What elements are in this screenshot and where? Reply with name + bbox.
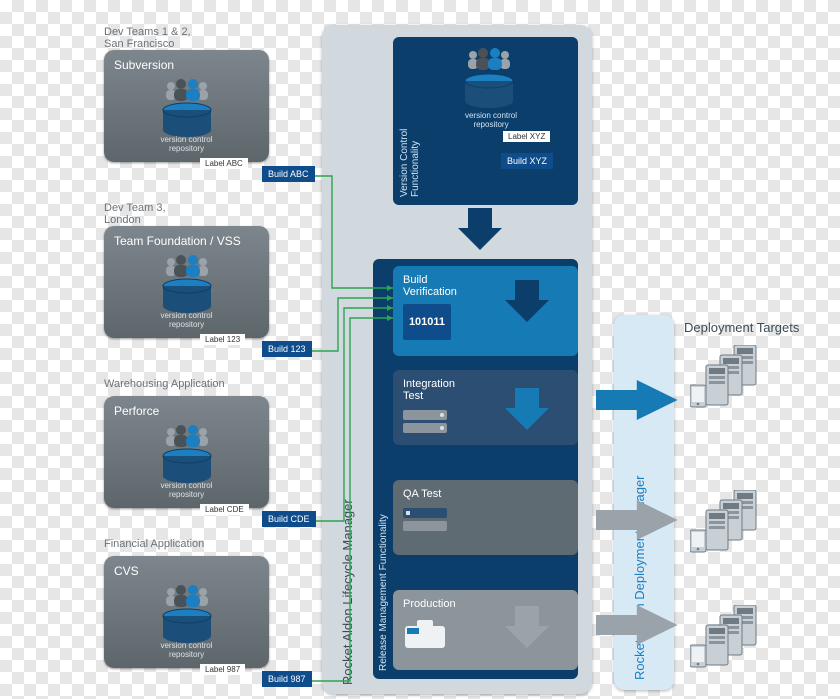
repo-icon: [159, 448, 215, 484]
deploy-targets-title: Deployment Targets: [684, 320, 799, 335]
people-icon: [161, 78, 213, 102]
label-chip: Label ABC: [200, 158, 248, 169]
lifecycle-title: Rocket Aldon Lifecycle Manager: [340, 25, 355, 685]
phase-integration: Integration Test: [393, 370, 578, 445]
team-tool: CVS: [114, 564, 259, 578]
repo-icon: [159, 608, 215, 644]
vc-repo-label: version control repository: [451, 111, 531, 129]
version-control-panel: Version Control Functionality version co…: [393, 37, 578, 205]
team-card: Perforce version controlrepository: [104, 396, 269, 508]
team-tool: Team Foundation / VSS: [114, 234, 259, 248]
vc-build-chip: Build XYZ: [501, 153, 553, 169]
arrow-right-icon: [596, 605, 682, 650]
label-chip: Label 123: [200, 334, 245, 345]
binary-icon: 101011: [403, 304, 451, 340]
arrow-down-icon: [505, 280, 549, 330]
team-card: CVS version controlrepository: [104, 556, 269, 668]
people-icon: [161, 584, 213, 608]
team-card: Team Foundation / VSS version controlrep…: [104, 226, 269, 338]
label-chip: Label 987: [200, 664, 245, 675]
server-cluster: [690, 605, 810, 680]
server-stack-icon: [403, 408, 451, 440]
rm-sidebar-label: Release Management Functionality: [378, 261, 389, 671]
build-chip: Build CDE: [262, 511, 316, 527]
briefcase-icon: [403, 616, 451, 652]
server-cluster: [690, 490, 810, 565]
vc-sidebar-label: Version Control Functionality: [399, 129, 421, 197]
team-card: Subversion version controlrepository: [104, 50, 269, 162]
people-icon: [463, 47, 515, 71]
team-caption: Dev Teams 1 & 2, San Francisco: [104, 26, 191, 50]
team-tool: Perforce: [114, 404, 259, 418]
phase-qa: QA Test: [393, 480, 578, 555]
arrow-down-icon: [458, 208, 502, 258]
team-caption: Warehousing Application: [104, 378, 225, 390]
arrow-down-icon: [505, 388, 549, 438]
team-tool: Subversion: [114, 58, 259, 72]
build-chip: Build 987: [262, 671, 312, 687]
repo-label: version controlrepository: [160, 312, 212, 330]
repo-label: version controlrepository: [160, 136, 212, 154]
arrow-down-icon: [505, 606, 549, 656]
server-cluster: [690, 345, 810, 420]
vc-label-chip: Label XYZ: [503, 131, 550, 142]
phase-production: Production: [393, 590, 578, 670]
repo-label: version controlrepository: [160, 482, 212, 500]
build-chip: Build ABC: [262, 166, 315, 182]
arrow-down-icon: [505, 498, 549, 548]
people-icon: [161, 254, 213, 278]
repo-icon: [159, 278, 215, 314]
team-caption: Dev Team 3, London: [104, 202, 166, 226]
build-chip: Build 123: [262, 341, 312, 357]
arrow-right-icon: [596, 380, 682, 425]
people-icon: [161, 424, 213, 448]
phase-build: Build Verification 101011: [393, 266, 578, 356]
repo-icon: [159, 102, 215, 138]
arrow-right-icon: [596, 500, 682, 545]
label-chip: Label CDE: [200, 504, 249, 515]
repo-label: version controlrepository: [160, 642, 212, 660]
qa-icon: [403, 506, 451, 538]
team-caption: Financial Application: [104, 538, 204, 550]
repo-icon: [461, 73, 517, 109]
